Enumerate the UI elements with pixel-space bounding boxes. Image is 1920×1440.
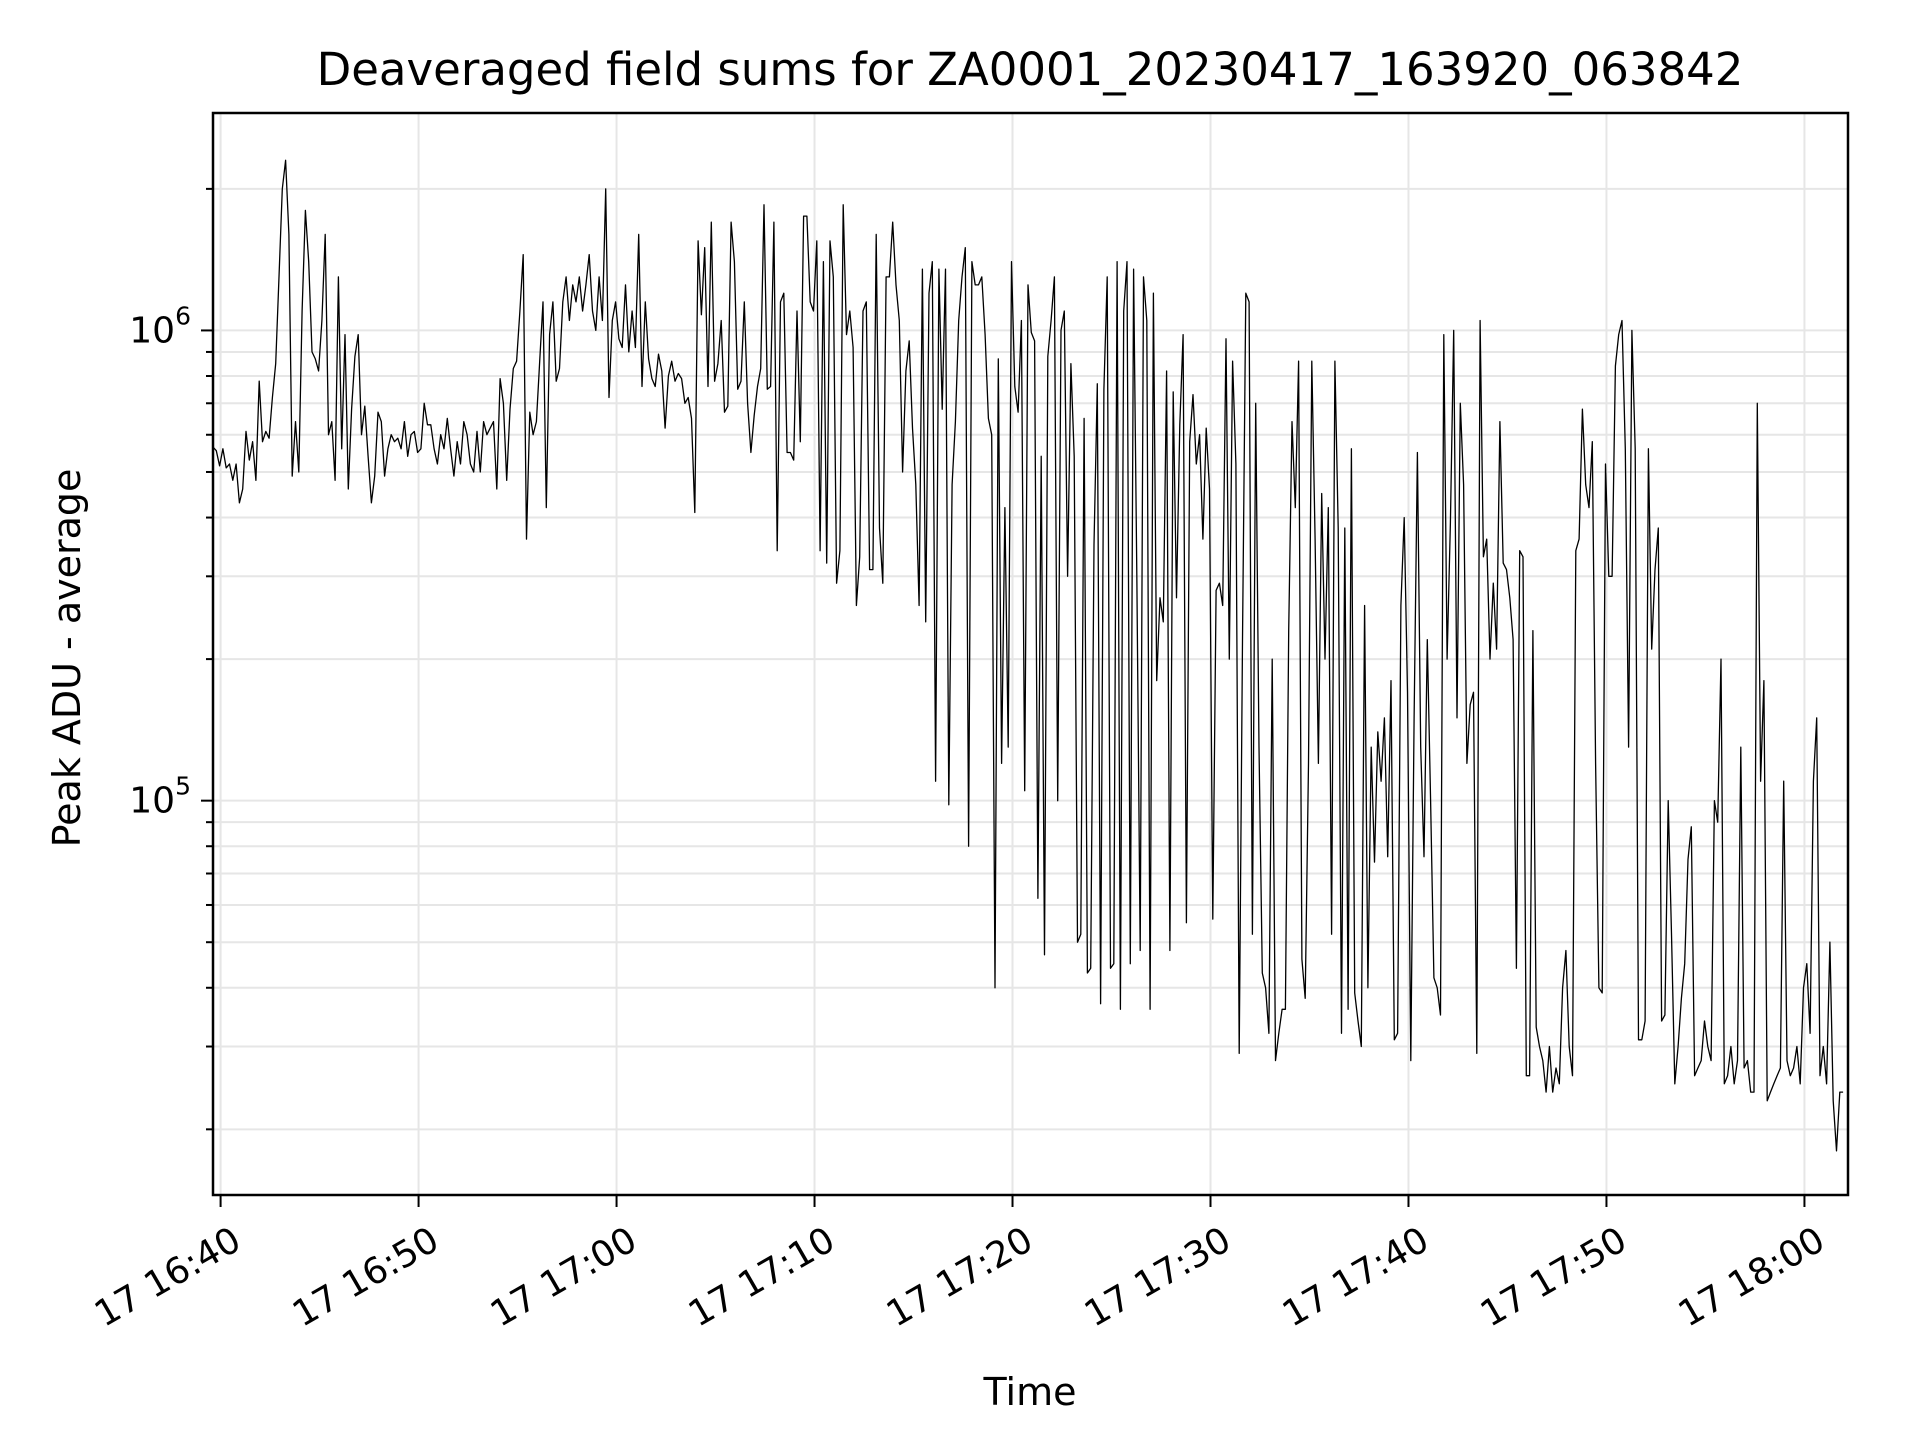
x-axis-label: Time bbox=[983, 1370, 1077, 1414]
series-line bbox=[212, 159, 1844, 1152]
y-axis: 106 105 bbox=[129, 187, 213, 1131]
plot-series bbox=[212, 159, 1844, 1152]
y-tick-label: 106 bbox=[129, 301, 191, 351]
y-tick-label: 105 bbox=[129, 772, 191, 822]
plot-frame bbox=[211, 111, 1850, 1197]
chart-title: Deaveraged field sums for ZA0001_2023041… bbox=[317, 43, 1744, 96]
y-axis-label: Peak ADU - average bbox=[45, 469, 89, 848]
